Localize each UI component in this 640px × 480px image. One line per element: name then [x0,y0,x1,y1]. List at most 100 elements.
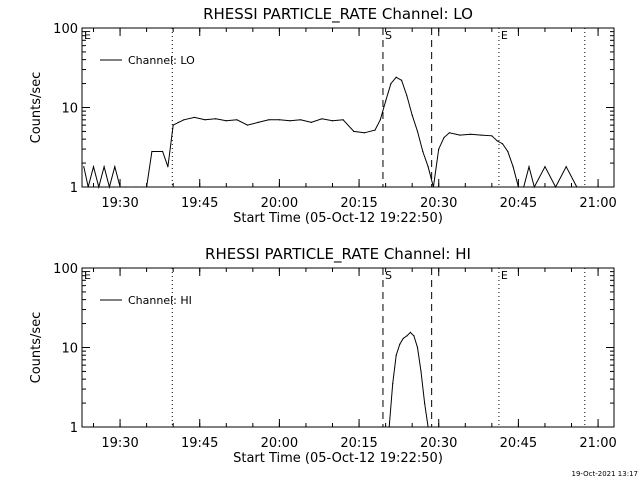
data-point [507,150,509,153]
x-tick-label: 21:00 [579,436,616,451]
data-point [517,186,519,188]
x-tick-label: 20:00 [261,196,298,211]
data-point [183,119,185,121]
x-tick-label: 20:15 [340,196,377,211]
data-point [167,166,169,168]
time-marker-label: E [84,29,91,42]
data-point [331,120,334,122]
data-point [491,135,493,137]
x-tick-label: 19:30 [101,196,138,211]
data-point [124,186,126,188]
data-point [400,79,403,81]
data-point [512,166,514,168]
plot-frame [81,267,615,428]
data-point [399,343,401,345]
data-point [459,134,461,136]
series-line-0 [83,76,578,189]
data-point [246,124,249,126]
y-tick-label: 10 [61,102,78,117]
hi-channel-panel: RHESSI PARTICLE_RATE Channel: HI 1 10 100 19… [29,245,617,466]
data-point [353,130,355,133]
data-point [193,116,196,119]
generation-timestamp: 19-Oct-2021 13:17 [572,470,638,478]
data-point [406,335,408,337]
data-point [257,121,259,123]
data-point [544,166,546,168]
data-point [83,166,85,168]
data-point [98,186,100,188]
y-tick-label: 1 [70,421,78,436]
x-tick-label: 19:45 [181,436,218,451]
data-point [388,426,390,428]
data-point [523,186,525,188]
data-point [204,119,206,121]
chart-title: RHESSI PARTICLE_RATE Channel: HI [205,245,471,264]
y-axis-label: Counts/sec [29,312,44,384]
time-marker-label: E [501,269,508,282]
x-tick-label: 20:15 [340,436,377,451]
data-point [469,133,472,135]
data-point [427,166,429,168]
data-point [342,119,344,121]
data-point [278,119,280,121]
data-point [496,140,498,142]
data-point [422,150,424,153]
data-point [92,166,95,168]
data-point [390,82,392,85]
lo-channel-panel: RHESSI PARTICLE_RATE Channel: LO 1 10 100 19… [29,5,617,226]
data-point [406,95,408,97]
y-tick-label: 10 [61,342,78,357]
time-marker-label: E [501,29,508,42]
data-point [135,186,137,188]
data-point [374,129,376,131]
data-point [108,186,111,188]
time-marker-label: S [385,29,392,42]
data-point [268,119,270,121]
time-marker-label: S [385,269,392,282]
data-point [310,121,312,123]
data-point [402,337,404,340]
data-point [114,166,116,168]
data-point [363,132,365,134]
time-marker-label: E [84,269,91,282]
data-point [416,130,419,133]
y-axis-label: Counts/sec [29,72,44,144]
data-point [420,370,422,373]
data-point [385,100,387,102]
data-point [119,186,121,188]
data-point [432,186,435,188]
legend-label: Channel: HI [128,294,192,307]
data-point [161,150,164,153]
data-point [443,136,445,139]
data-point [423,402,426,404]
data-point [215,118,217,120]
data-point [236,119,238,121]
data-point [103,166,105,168]
data-point [151,150,153,153]
x-tick-label: 20:00 [261,436,298,451]
y-tick-label: 1 [70,181,78,196]
data-point [395,354,397,356]
data-point [409,331,412,333]
x-axis-label: Start Time (05-Oct-12 19:22:50) [233,211,443,226]
data-point [379,119,381,121]
x-tick-label: 20:45 [500,196,537,211]
data-point [416,346,419,349]
data-point [172,124,174,126]
data-point [177,121,180,123]
data-point [576,186,578,188]
y-tick-label: 100 [53,262,78,277]
series-line-0 [388,331,429,428]
data-point [448,132,450,134]
data-point [438,148,440,150]
data-point [480,134,482,136]
x-tick-label: 20:30 [420,436,457,451]
plot-frame [81,27,615,188]
data-point [554,186,557,188]
x-tick-label: 20:30 [420,196,457,211]
data-point [411,114,413,116]
chart-title: RHESSI PARTICLE_RATE Channel: LO [203,5,473,24]
data-point [146,186,148,188]
data-point [289,120,291,122]
